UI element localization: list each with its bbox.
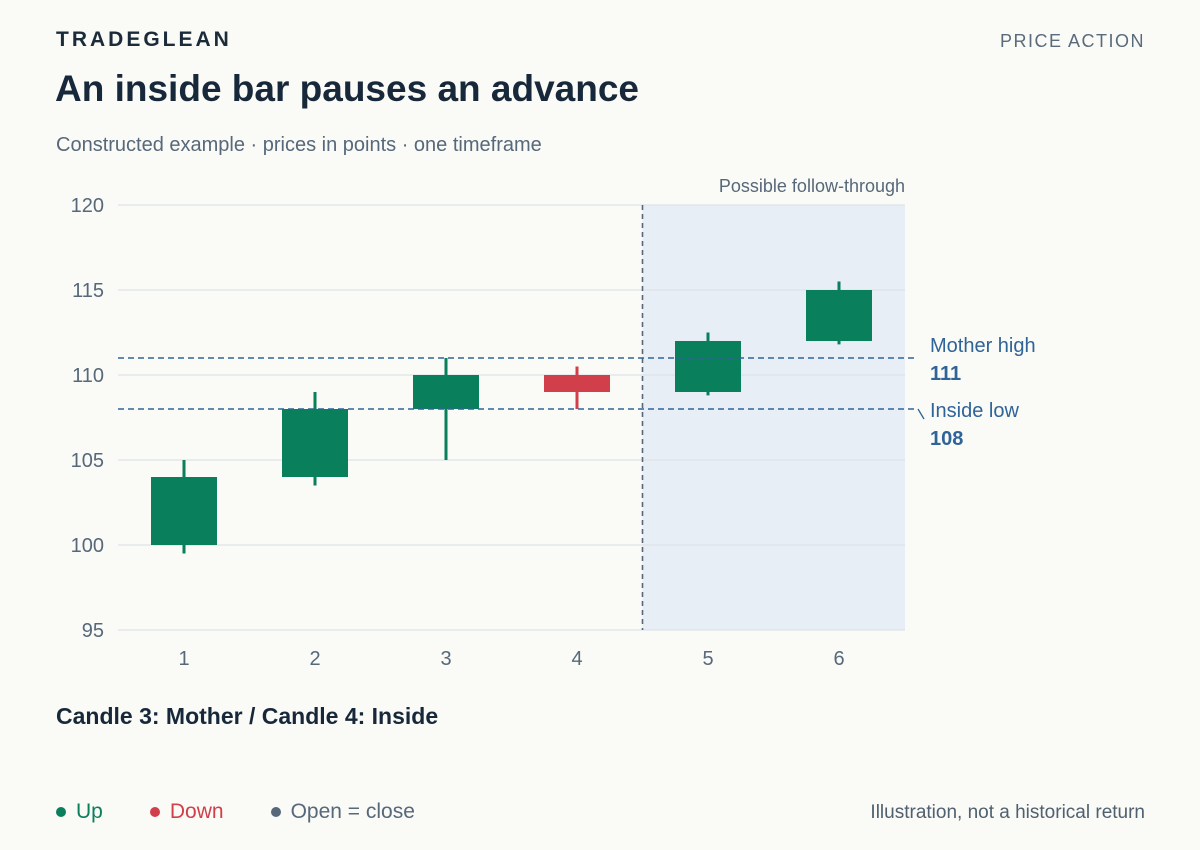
legend-marker bbox=[149, 807, 160, 817]
reference-connector bbox=[917, 408, 925, 420]
page-title: An inside bar pauses an advance bbox=[55, 68, 639, 109]
x-tick-label: 3 bbox=[440, 648, 451, 670]
follow-through-region bbox=[642, 205, 905, 630]
y-tick-label: 100 bbox=[71, 535, 104, 557]
brand-logo: TRADEGLEAN bbox=[56, 28, 232, 51]
candle-body bbox=[806, 290, 872, 341]
x-tick-label: 1 bbox=[178, 648, 189, 670]
reference-line-value: 108 bbox=[930, 428, 963, 450]
page-subtitle: Constructed example · prices in points ·… bbox=[56, 134, 542, 156]
chart-legend: Up Down Open = close bbox=[56, 800, 462, 824]
legend-item: Open = close bbox=[270, 800, 415, 824]
y-tick-label: 105 bbox=[71, 450, 104, 472]
category-label: PRICE ACTION bbox=[999, 31, 1145, 51]
y-tick-label: 120 bbox=[71, 195, 104, 217]
candle-body bbox=[151, 477, 217, 545]
y-tick-label: 95 bbox=[82, 620, 104, 642]
footnote: Illustration, not a historical return bbox=[870, 802, 1145, 823]
x-tick-label: 5 bbox=[702, 648, 713, 670]
candle-body bbox=[413, 375, 479, 409]
y-tick-label: 110 bbox=[72, 365, 104, 387]
legend-label: Down bbox=[169, 800, 224, 823]
legend-label: Up bbox=[76, 800, 103, 823]
y-tick-label: 115 bbox=[72, 280, 104, 302]
legend-marker bbox=[270, 807, 281, 817]
legend-item: Down bbox=[149, 800, 224, 824]
legend-label: Open = close bbox=[290, 800, 415, 823]
x-tick-label: 2 bbox=[309, 648, 320, 670]
candle-body bbox=[282, 409, 348, 477]
x-tick-label: 4 bbox=[571, 648, 582, 670]
reference-line-name: Mother high bbox=[930, 335, 1036, 357]
candle-body bbox=[675, 341, 741, 392]
follow-through-label: Possible follow-through bbox=[719, 176, 905, 196]
legend-item: Up bbox=[56, 800, 103, 824]
reference-line-name: Inside low bbox=[930, 400, 1019, 422]
candle-body bbox=[544, 375, 610, 392]
chart-caption: Candle 3: Mother / Candle 4: Inside bbox=[56, 703, 439, 729]
x-tick-label: 6 bbox=[833, 648, 844, 670]
legend-marker bbox=[56, 807, 66, 817]
reference-line-value: 111 bbox=[930, 363, 961, 385]
